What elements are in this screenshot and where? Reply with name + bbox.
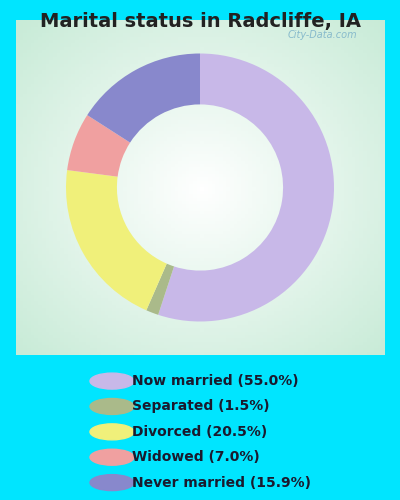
Circle shape — [90, 474, 134, 490]
Wedge shape — [87, 54, 200, 142]
Circle shape — [90, 373, 134, 389]
Text: Divorced (20.5%): Divorced (20.5%) — [132, 425, 267, 439]
Text: Never married (15.9%): Never married (15.9%) — [132, 476, 311, 490]
Wedge shape — [66, 170, 167, 310]
Text: Widowed (7.0%): Widowed (7.0%) — [132, 450, 260, 464]
Text: Now married (55.0%): Now married (55.0%) — [132, 374, 299, 388]
Text: Marital status in Radcliffe, IA: Marital status in Radcliffe, IA — [40, 12, 360, 32]
Text: Separated (1.5%): Separated (1.5%) — [132, 400, 270, 413]
Wedge shape — [158, 54, 334, 322]
Wedge shape — [146, 264, 174, 315]
Circle shape — [90, 424, 134, 440]
Text: City-Data.com: City-Data.com — [288, 30, 358, 40]
Circle shape — [90, 398, 134, 414]
Wedge shape — [67, 115, 130, 176]
Circle shape — [90, 449, 134, 465]
